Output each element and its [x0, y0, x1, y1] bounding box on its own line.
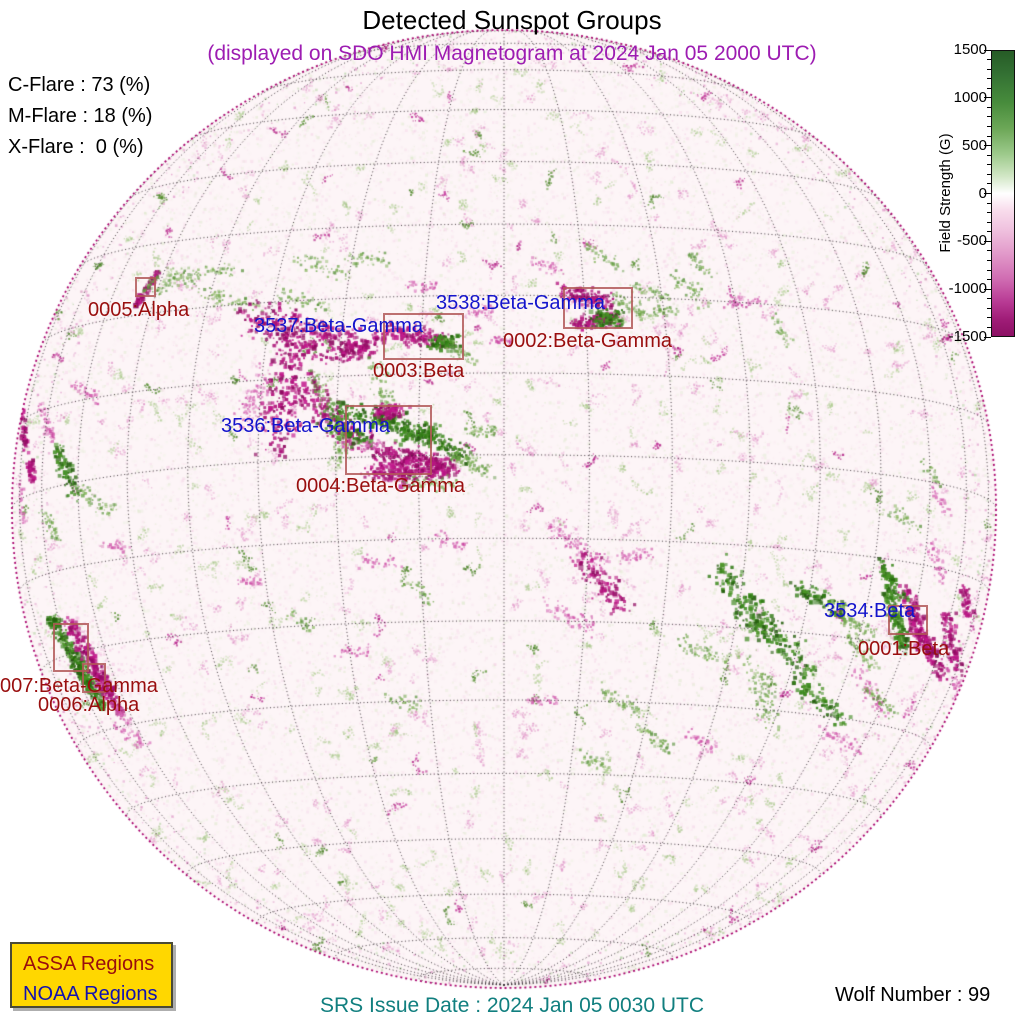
colorbar-minor-tick [987, 259, 991, 261]
assa-label-0004: 0004:Beta-Gamma [296, 475, 465, 497]
colorbar-minor-tick [987, 87, 991, 89]
wolf-number: Wolf Number : 99 [835, 984, 991, 1006]
colorbar-minor-tick [987, 317, 991, 319]
colorbar-minor-tick [987, 68, 991, 70]
colorbar-minor-tick [987, 106, 991, 108]
assa-label-0001: 0001:Beta [858, 638, 950, 660]
c-flare-probability: C-Flare : 73 (%) [8, 74, 151, 96]
colorbar-minor-tick [987, 116, 991, 118]
colorbar-gradient [991, 50, 1015, 337]
colorbar-major-tick [984, 336, 991, 338]
assa-label-0002: 0002:Beta-Gamma [503, 330, 672, 352]
colorbar-minor-tick [987, 307, 991, 309]
region-box-0004 [345, 405, 432, 475]
colorbar-minor-tick [987, 269, 991, 271]
x-flare-probability: X-Flare : 0 (%) [8, 136, 144, 158]
colorbar-tick-label: 1000 [953, 89, 987, 106]
region-box-0003 [383, 313, 464, 360]
colorbar-minor-tick [987, 135, 991, 137]
region-box-0006 [82, 663, 106, 693]
region-box-0005 [135, 277, 156, 297]
colorbar-major-tick [984, 97, 991, 99]
colorbar-tick-label: 0 [978, 185, 987, 202]
colorbar-minor-tick [987, 298, 991, 300]
colorbar-minor-tick [987, 164, 991, 166]
colorbar-tick-label: 500 [961, 137, 987, 154]
legend-box: ASSA Regions NOAA Regions [10, 942, 173, 1008]
colorbar-minor-tick [987, 202, 991, 204]
colorbar-major-tick [984, 288, 991, 290]
colorbar-minor-tick [987, 173, 991, 175]
colorbar-minor-tick [987, 154, 991, 156]
page-subtitle: (displayed on SDO HMI Magnetogram at 202… [207, 42, 817, 65]
legend-noaa-regions: NOAA Regions [23, 983, 158, 1005]
noaa-label-3534: 3534:Beta [824, 600, 916, 622]
region-box-0001 [888, 605, 928, 635]
colorbar-minor-tick [987, 221, 991, 223]
colorbar-minor-tick [987, 250, 991, 252]
colorbar-tick-label: -1000 [948, 280, 987, 297]
region-box-0007 [53, 623, 89, 672]
region-box-0002 [563, 287, 633, 329]
colorbar-tick-label: -1500 [948, 328, 987, 345]
colorbar-minor-tick [987, 326, 991, 328]
assa-label-0005: 0005:Alpha [88, 299, 190, 321]
colorbar-minor-tick [987, 126, 991, 128]
page-title: Detected Sunspot Groups [362, 5, 662, 35]
assa-label-0006: 0006:Alpha [38, 694, 140, 716]
assa-label-0007: 007:Beta-Gamma [0, 675, 158, 697]
colorbar-minor-tick [987, 78, 991, 80]
colorbar-minor-tick [987, 59, 991, 61]
assa-label-0003: 0003:Beta [373, 360, 465, 382]
colorbar-major-tick [984, 193, 991, 194]
srs-issue-date: SRS Issue Date : 2024 Jan 05 0030 UTC [319, 994, 705, 1017]
m-flare-probability: M-Flare : 18 (%) [8, 105, 153, 127]
colorbar-major-tick [984, 240, 991, 242]
colorbar-minor-tick [987, 183, 991, 185]
colorbar-minor-tick [987, 212, 991, 214]
colorbar-tick-label: 1500 [953, 41, 987, 58]
colorbar-major-tick [984, 145, 991, 147]
colorbar-major-tick [984, 49, 991, 51]
colorbar-minor-tick [987, 231, 991, 233]
noaa-label-3538: 3538:Beta-Gamma [436, 292, 605, 314]
noaa-label-3536: 3536:Beta-Gamma [221, 415, 390, 437]
colorbar-tick-label: -500 [956, 232, 987, 249]
legend-assa-regions: ASSA Regions [23, 953, 155, 975]
noaa-label-3537: 3537:Beta-Gamma [254, 315, 423, 337]
colorbar-minor-tick [987, 279, 991, 281]
flare-probability-panel: C-Flare : 73 (%) M-Flare : 18 (%) X-Flar… [8, 70, 152, 163]
